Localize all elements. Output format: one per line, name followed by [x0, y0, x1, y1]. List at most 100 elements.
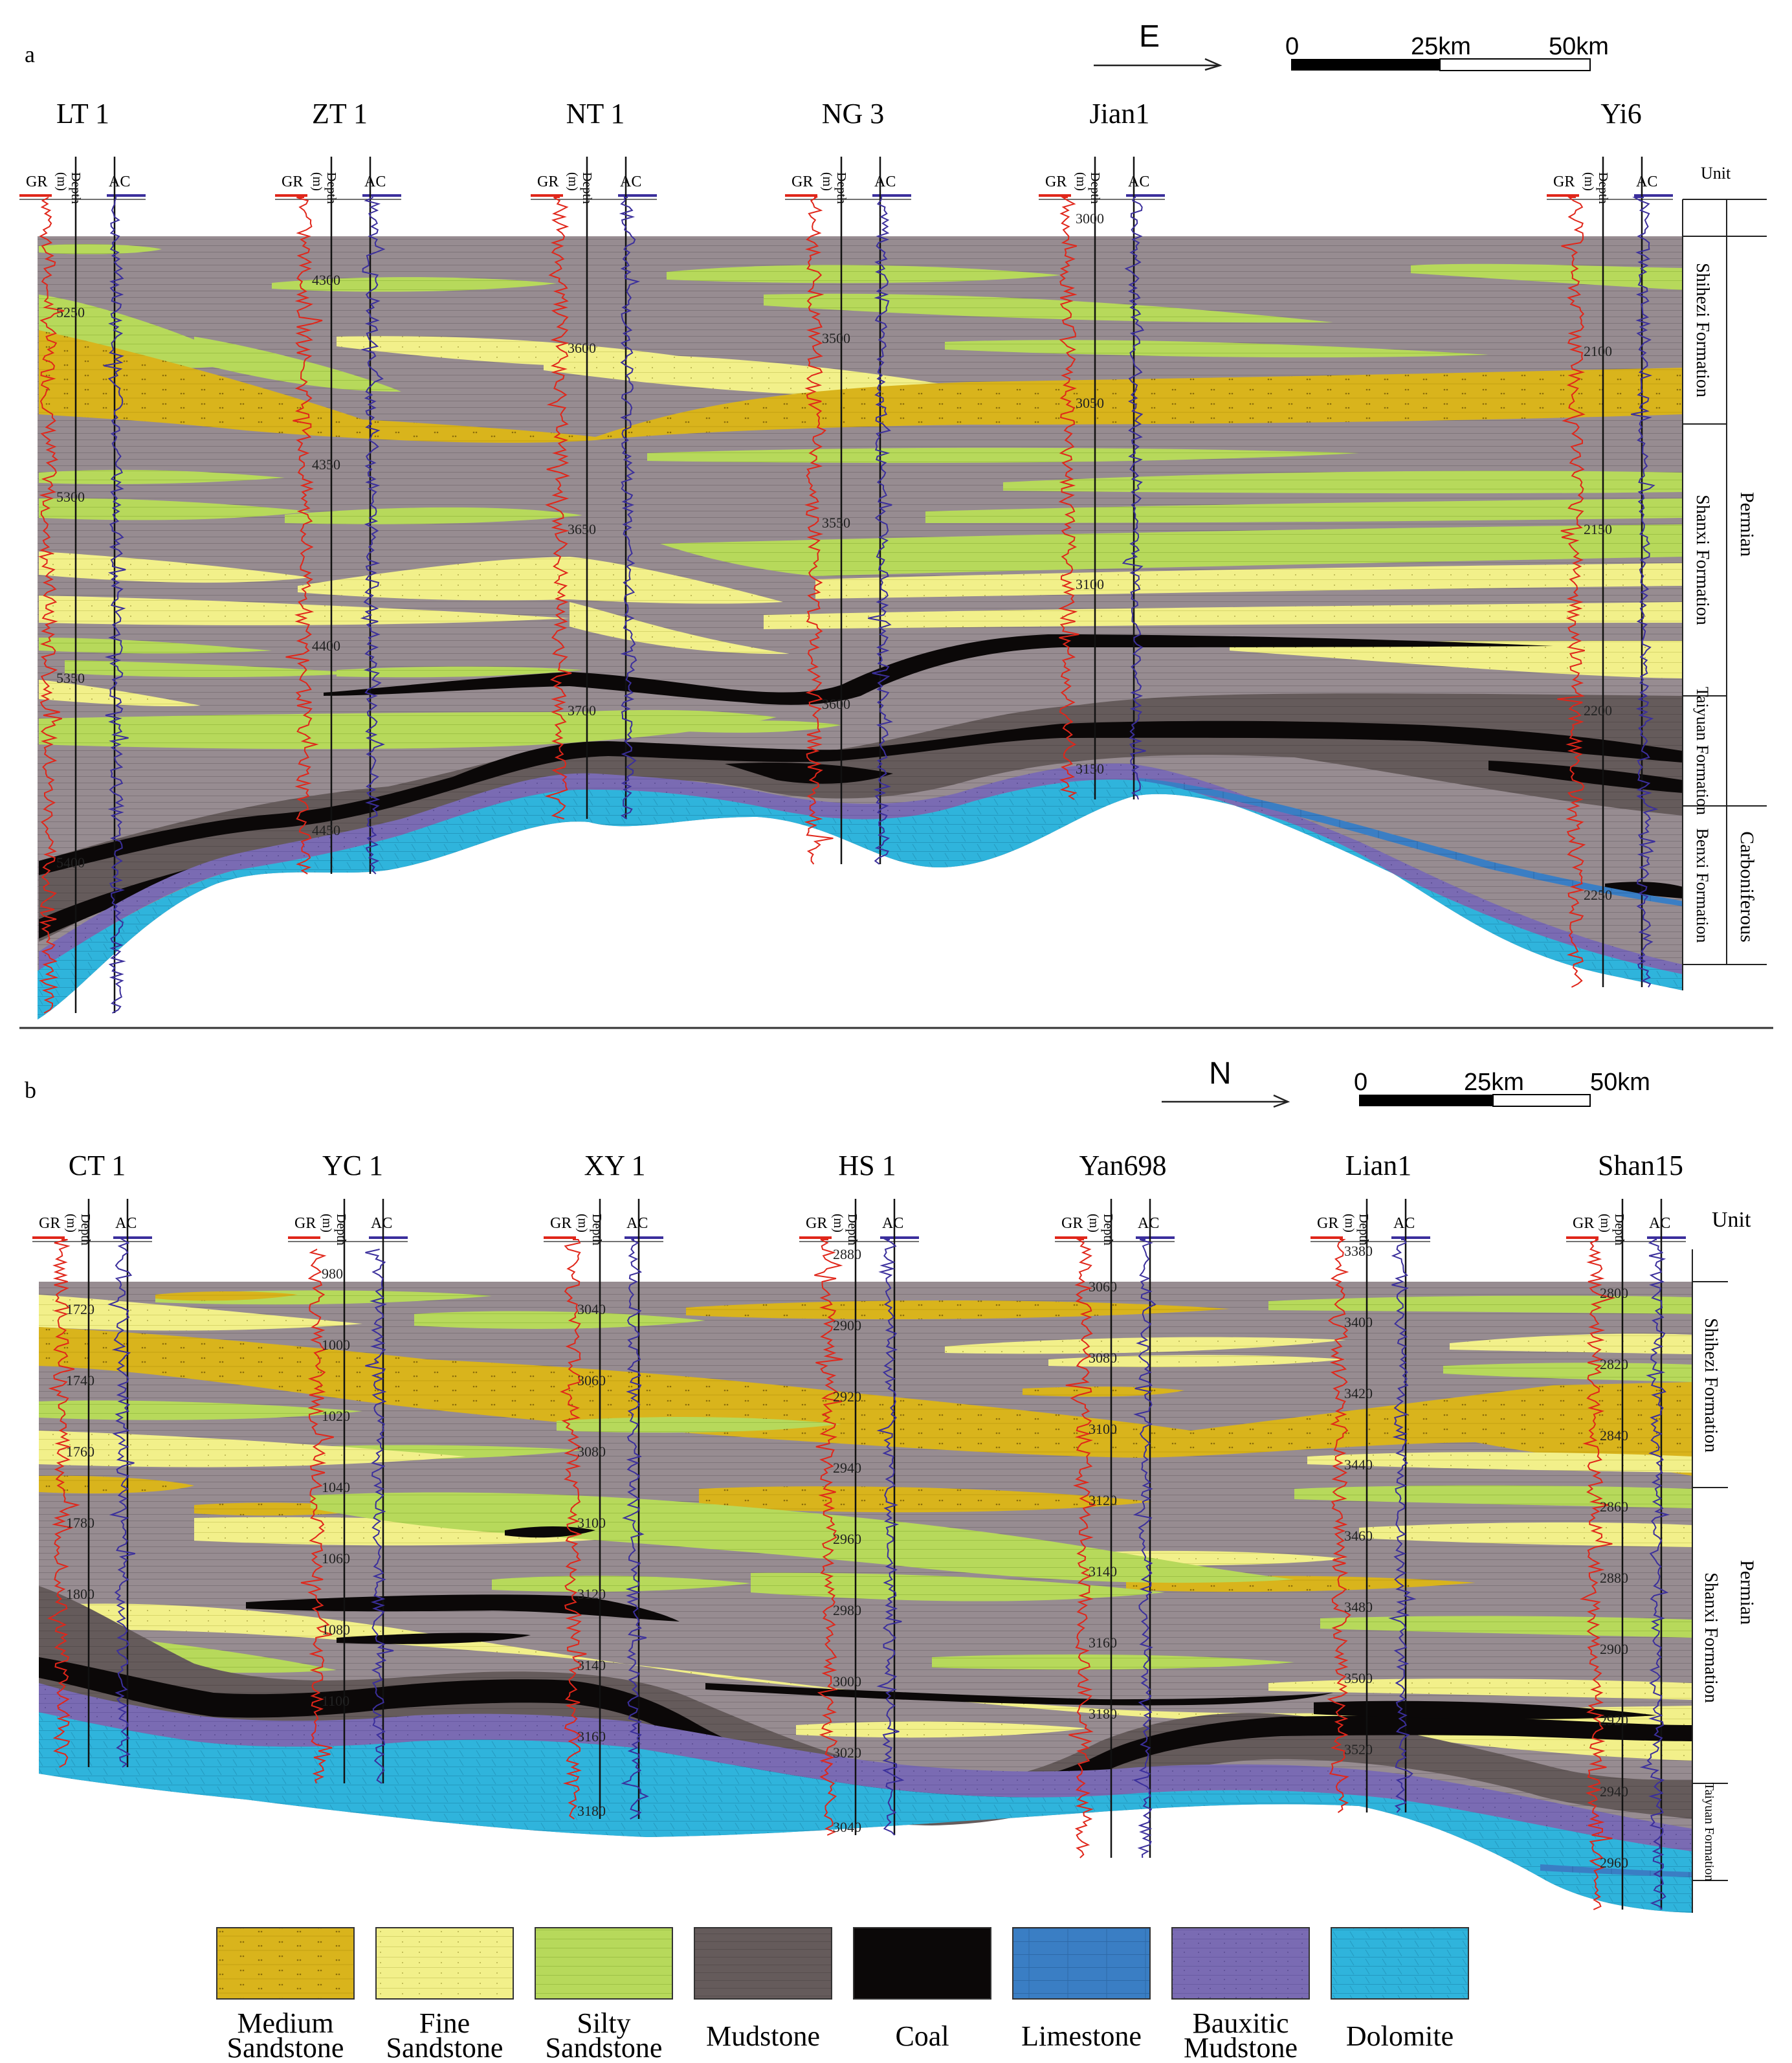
depth-unit-label: (m) [831, 1214, 845, 1232]
depth-label: Depth [1101, 1214, 1115, 1245]
depth-mark: 980 [322, 1266, 343, 1282]
well-name: Yan698 [1079, 1150, 1167, 1181]
depth-mark: 3060 [1089, 1278, 1117, 1295]
depth-mark: 2940 [833, 1460, 861, 1476]
depth-mark: 3700 [568, 702, 596, 719]
depth-mark: 2860 [1600, 1499, 1628, 1515]
depth-mark: 1720 [66, 1301, 94, 1317]
well-5: Yan698 GR AC Depth(m) 3060 3080 3100 3120 3140 31… [1055, 1150, 1175, 1858]
legend-label: Sandstone [546, 2032, 663, 2060]
system-permian-a: Permian [1736, 492, 1758, 557]
gr-label: GR [1045, 173, 1067, 190]
scale-bar-a [1291, 58, 1591, 71]
ac-label: AC [364, 173, 386, 190]
depth-label: Depth [78, 1214, 93, 1245]
well-1: CT 1 GR AC Depth(m) 1720 1740 1760 1780 1800 [32, 1150, 152, 1768]
formation-shanxi-b: Shanxi Formation [1701, 1572, 1721, 1702]
direction-arrow-a [1094, 58, 1222, 71]
ac-curve [107, 1239, 136, 1768]
depth-mark: 2920 [1600, 1712, 1628, 1728]
ac-curve [619, 197, 641, 820]
gr-curve [1065, 1239, 1097, 1858]
gr-curve [1557, 197, 1586, 988]
depth-mark: 3120 [1089, 1492, 1117, 1508]
ac-curve [365, 1249, 394, 1784]
gr-label: GR [791, 173, 813, 190]
gr-curve [285, 197, 323, 875]
strata-b [39, 1290, 1692, 1913]
depth-mark: 1780 [66, 1515, 94, 1531]
depth-mark: 3100 [577, 1515, 606, 1531]
legend-item: Mudstone [694, 1927, 832, 2052]
well-name: HS 1 [838, 1150, 896, 1181]
gr-curve [804, 197, 834, 865]
depth-mark: 2960 [833, 1531, 861, 1547]
ac-curve [1133, 1239, 1156, 1858]
depth-mark: 2880 [1600, 1570, 1628, 1586]
depth-unit-label: (m) [820, 172, 834, 191]
depth-mark: 2920 [833, 1388, 861, 1405]
ac-label: AC [1128, 173, 1149, 190]
formation-shanxi-a: Shanxi Formation [1692, 495, 1712, 625]
legend: MediumSandstoneFineSandstoneSiltySandsto… [216, 1927, 1469, 2063]
depth-mark: 3380 [1344, 1243, 1373, 1259]
panel-a: a E 0 25km 50km [19, 19, 1767, 1020]
gr-label: GR [537, 173, 559, 190]
scale-zero-b: 0 [1354, 1069, 1367, 1096]
scale-bar-b [1359, 1094, 1591, 1107]
ac-curve [104, 197, 129, 1014]
well-name: Yi6 [1600, 98, 1642, 129]
unit-header-b: Unit [1712, 1208, 1751, 1232]
depth-unit-label: (m) [1582, 172, 1596, 191]
depth-mark: 1760 [66, 1444, 94, 1460]
ac-curve [1122, 197, 1146, 800]
unit-header-a: Unit [1701, 164, 1731, 183]
depth-label: Depth [845, 1214, 859, 1245]
ac-label: AC [882, 1215, 903, 1232]
depth-mark: 2980 [833, 1602, 861, 1618]
well-6: Lian1 GR AC Depth(m) 3380 3400 3420 3440 3460 348… [1311, 1150, 1430, 1813]
ac-label: AC [1138, 1215, 1159, 1232]
ac-curve [360, 197, 386, 875]
depth-mark: 2900 [833, 1317, 861, 1333]
legend-label: Coal [895, 2020, 949, 2052]
gr-label: GR [806, 1215, 827, 1232]
depth-mark: 3100 [1089, 1421, 1117, 1437]
depth-unit-label: (m) [1598, 1214, 1612, 1232]
system-permian-b: Permian [1736, 1560, 1758, 1625]
ac-curve [876, 1239, 905, 1836]
system-carboniferous-a: Carboniferous [1736, 831, 1758, 942]
well-name: Jian1 [1090, 98, 1150, 129]
depth-mark: 4300 [312, 272, 340, 288]
ac-curve [1639, 1239, 1670, 1910]
depth-mark: 5250 [56, 304, 85, 320]
depth-label: Depth [1356, 1214, 1371, 1245]
depth-mark: 3040 [577, 1301, 606, 1317]
depth-mark: 2100 [1584, 343, 1612, 359]
depth-mark: 3520 [1344, 1741, 1373, 1757]
well-name: ZT 1 [312, 98, 368, 129]
depth-unit-label: (m) [1087, 1214, 1101, 1232]
depth-mark: 2900 [1600, 1641, 1628, 1657]
depth-mark: 3400 [1344, 1314, 1373, 1330]
legend-swatch [375, 1927, 514, 2000]
formation-taiyuan-a: Taiyuan Formation [1693, 687, 1712, 815]
depth-mark: 1080 [322, 1622, 350, 1638]
legend-swatch [535, 1927, 673, 2000]
gr-label: GR [282, 173, 303, 190]
gr-curve [560, 1239, 587, 1820]
legend-swatch [1331, 1927, 1469, 2000]
depth-mark: 3050 [1076, 395, 1104, 411]
depth-mark: 1020 [322, 1408, 350, 1424]
depth-unit-label: (m) [64, 1214, 78, 1232]
well-name: Shan15 [1598, 1150, 1683, 1181]
well-2: YC 1 GR AC Depth(m) 980 1000 1020 1040 1060 1080 1… [288, 1150, 408, 1784]
depth-mark: 5300 [56, 489, 85, 505]
legend-label: Fine [419, 2007, 470, 2039]
depth-mark: 2840 [1600, 1427, 1628, 1444]
depth-mark: 4350 [312, 456, 340, 473]
